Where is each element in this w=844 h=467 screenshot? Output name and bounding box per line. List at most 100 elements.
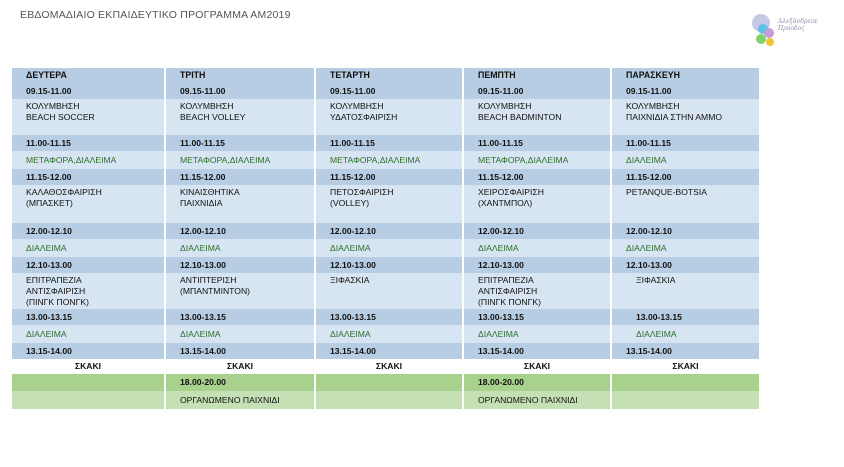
cell-line: ΚΟΛΥΜΒΗΣΗ (26, 101, 80, 111)
cell-line: ΧΕΙΡΟΣΦΑΙΡΙΣΗ (478, 187, 544, 197)
cell-t2-1: 11.00-11.15 (165, 135, 316, 151)
schedule-table: ΔΕΥΤΕΡΑ ΤΡΙΤΗ ΤΕΤΑΡΤΗ ΠΕΜΠΤΗ ΠΑΡΑΣΚΕΥΗ 09.15-… (12, 68, 759, 409)
cell-t3-4: 11.15-12.00 (611, 169, 759, 185)
cell-t4-1: 12.00-12.10 (165, 223, 316, 239)
cell-t6-1: 13.00-13.15 (165, 309, 316, 325)
cell-t4-0: 12.00-12.10 (12, 223, 166, 239)
cell-b4-0: ΔΙΑΛΕΙΜΑ (12, 239, 166, 257)
cell-t2-0: 11.00-11.15 (12, 135, 166, 151)
cell-days-3: ΠΕΜΠΤΗ (463, 68, 612, 83)
cell-line: (VOLLEY) (330, 198, 370, 208)
cell-t1-3: 09.15-11.00 (463, 83, 612, 99)
cell-t1-4: 09.15-11.00 (611, 83, 759, 99)
schedule-row-c7: ΣΚΑΚΙ ΣΚΑΚΙ ΣΚΑΚΙ ΣΚΑΚΙ ΣΚΑΚΙ (12, 359, 759, 374)
schedule-row-b4: ΔΙΑΛΕΙΜΑ ΔΙΑΛΕΙΜΑ ΔΙΑΛΕΙΜΑ ΔΙΑΛΕΙΜΑ ΔΙΑΛΕΙΜΑ (12, 239, 759, 257)
cell-t4-4: 12.00-12.10 (611, 223, 759, 239)
cell-t7-1: 13.15-14.00 (165, 343, 316, 359)
cell-line: BEACH SOCCER (26, 112, 95, 122)
cell-a5-1: ΑΝΤΙΠΤΕΡΙΣΗ (ΜΠΑΝΤΜΙΝΤΟΝ) (165, 273, 316, 309)
schedule-row-t7: 13.15-14.00 13.15-14.00 13.15-14.00 13.15-1… (12, 343, 759, 359)
cell-t3-0: 11.15-12.00 (12, 169, 166, 185)
cell-c7-0: ΣΚΑΚΙ (12, 359, 166, 374)
schedule-row-b2: ΜΕΤΑΦΟΡΑ,ΔΙΑΛΕΙΜΑ ΜΕΤΑΦΟΡΑ,ΔΙΑΛΕΙΜΑ ΜΕΤΑΦΟ… (12, 151, 759, 169)
cell-b4-4: ΔΙΑΛΕΙΜΑ (611, 239, 759, 257)
cell-t2-4: 11.00-11.15 (611, 135, 759, 151)
schedule-row-b6: ΔΙΑΛΕΙΜΑ ΔΙΑΛΕΙΜΑ ΔΙΑΛΕΙΜΑ ΔΙΑΛΕΙΜΑ ΔΙΑΛΕΙΜΑ (12, 325, 759, 343)
schedule-row-a3: ΚΑΛΑΘΟΣΦΑΙΡΙΣΗ (ΜΠΑΣΚΕΤ) ΚΙΝΑΙΣΘΗΤΙΚΑ ΠΑΙΧΝ… (12, 185, 759, 223)
cell-a1-0: ΚΟΛΥΜΒΗΣΗ BEACH SOCCER (12, 99, 166, 135)
cell-g1-4 (611, 374, 759, 391)
cell-t5-0: 12.10-13.00 (12, 257, 166, 273)
cell-line: (ΧΑΝΤΜΠΟΛ) (478, 198, 533, 208)
cell-g1-0 (12, 374, 166, 391)
cell-line: (ΜΠΑΣΚΕΤ) (26, 198, 73, 208)
cell-g1-2 (315, 374, 464, 391)
cell-c7-2: ΣΚΑΚΙ (315, 359, 464, 374)
cell-line: ΚΑΛΑΘΟΣΦΑΙΡΙΣΗ (26, 187, 102, 197)
cell-b4-3: ΔΙΑΛΕΙΜΑ (463, 239, 612, 257)
cell-t3-1: 11.15-12.00 (165, 169, 316, 185)
cell-line: ΑΝΤΙΣΦΑΙΡΙΣΗ (478, 286, 538, 296)
cell-c7-3: ΣΚΑΚΙ (463, 359, 612, 374)
cell-a3-2: ΠΕΤΟΣΦΑΙΡΙΣΗ (VOLLEY) (315, 185, 464, 223)
cell-a5-2: ΞΙΦΑΣΚΙΑ (315, 273, 464, 309)
cell-b2-1: ΜΕΤΑΦΟΡΑ,ΔΙΑΛΕΙΜΑ (165, 151, 316, 169)
cell-c7-4: ΣΚΑΚΙ (611, 359, 759, 374)
schedule-row-g1: 18.00-20.00 18.00-20.00 (12, 374, 759, 391)
logo: Αλεξάνδρεια Πρόοδος (748, 10, 838, 58)
cell-t4-2: 12.00-12.10 (315, 223, 464, 239)
cell-b6-2: ΔΙΑΛΕΙΜΑ (315, 325, 464, 343)
cell-g2-3: ΟΡΓΑΝΩΜΕΝΟ ΠΑΙΧΝΙΔΙ (463, 391, 612, 409)
schedule-row-t5: 12.10-13.00 12.10-13.00 12.10-13.00 12.10-1… (12, 257, 759, 273)
schedule-row-t2: 11.00-11.15 11.00-11.15 11.00-11.15 11.00-1… (12, 135, 759, 151)
cell-b2-3: ΜΕΤΑΦΟΡΑ,ΔΙΑΛΕΙΜΑ (463, 151, 612, 169)
cell-line: ΚΟΛΥΜΒΗΣΗ (180, 101, 234, 111)
cell-line: (ΠΙΝΓΚ ΠΟΝΓΚ) (26, 297, 89, 307)
cell-t7-2: 13.15-14.00 (315, 343, 464, 359)
cell-t2-3: 11.00-11.15 (463, 135, 612, 151)
cell-a1-2: ΚΟΛΥΜΒΗΣΗ ΥΔΑΤΟΣΦΑΙΡΙΣΗ (315, 99, 464, 135)
cell-b2-4: ΔΙΑΛΕΙΜΑ (611, 151, 759, 169)
cell-t5-2: 12.10-13.00 (315, 257, 464, 273)
schedule-row-a1: ΚΟΛΥΜΒΗΣΗ BEACH SOCCER ΚΟΛΥΜΒΗΣΗ BEACH VOLL… (12, 99, 759, 135)
cell-a1-3: ΚΟΛΥΜΒΗΣΗ BEACH BADMINTON (463, 99, 612, 135)
cell-t2-2: 11.00-11.15 (315, 135, 464, 151)
cell-days-1: ΤΡΙΤΗ (165, 68, 316, 83)
cell-g2-1: ΟΡΓΑΝΩΜΕΝΟ ΠΑΙΧΝΙΔΙ (165, 391, 316, 409)
cell-line: BEACH BADMINTON (478, 112, 562, 122)
logo-line1: Αλεξάνδρεια (778, 18, 818, 25)
cell-a3-1: ΚΙΝΑΙΣΘΗΤΙΚΑ ΠΑΙΧΝΙΔΙΑ (165, 185, 316, 223)
cell-b6-4: ΔΙΑΛΕΙΜΑ (611, 325, 759, 343)
cell-line: ΠΑΙΧΝΙΔΙΑ ΣΤΗΝ ΑΜΜΟ (626, 112, 723, 122)
schedule-row-t3: 11.15-12.00 11.15-12.00 11.15-12.00 11.15-1… (12, 169, 759, 185)
cell-line: ΠΑΙΧΝΙΔΙΑ (180, 198, 223, 208)
schedule-row-days: ΔΕΥΤΕΡΑ ΤΡΙΤΗ ΤΕΤΑΡΤΗ ΠΕΜΠΤΗ ΠΑΡΑΣΚΕΥΗ (12, 68, 759, 83)
cell-t3-2: 11.15-12.00 (315, 169, 464, 185)
cell-c7-1: ΣΚΑΚΙ (165, 359, 316, 374)
cell-line: ΕΠΙΤΡΑΠΕΖΙΑ (26, 275, 82, 285)
cell-days-0: ΔΕΥΤΕΡΑ (12, 68, 166, 83)
cell-a5-0: ΕΠΙΤΡΑΠΕΖΙΑ ΑΝΤΙΣΦΑΙΡΙΣΗ (ΠΙΝΓΚ ΠΟΝΓΚ) (12, 273, 166, 309)
cell-a3-4: PETANQUE-BOTSIA (611, 185, 759, 223)
cell-line: (ΠΙΝΓΚ ΠΟΝΓΚ) (478, 297, 541, 307)
cell-b4-1: ΔΙΑΛΕΙΜΑ (165, 239, 316, 257)
cell-g2-0 (12, 391, 166, 409)
page-title: ΕΒΔΟΜΑΔΙΑΙΟ ΕΚΠΑΙΔΕΥΤΙΚΟ ΠΡΟΓΡΑΜΜΑ ΑΜ201… (20, 9, 291, 21)
cell-a1-1: ΚΟΛΥΜΒΗΣΗ BEACH VOLLEY (165, 99, 316, 135)
cell-b6-1: ΔΙΑΛΕΙΜΑ (165, 325, 316, 343)
cell-g1-3: 18.00-20.00 (463, 374, 612, 391)
cell-g2-4 (611, 391, 759, 409)
cell-t6-4: 13.00-13.15 (611, 309, 759, 325)
cell-t7-4: 13.15-14.00 (611, 343, 759, 359)
cell-t5-4: 12.10-13.00 (611, 257, 759, 273)
cell-t6-0: 13.00-13.15 (12, 309, 166, 325)
cell-t7-0: 13.15-14.00 (12, 343, 166, 359)
schedule-row-g2: ΟΡΓΑΝΩΜΕΝΟ ΠΑΙΧΝΙΔΙ ΟΡΓΑΝΩΜΕΝΟ ΠΑΙΧΝΙΔΙ (12, 391, 759, 409)
cell-a3-3: ΧΕΙΡΟΣΦΑΙΡΙΣΗ (ΧΑΝΤΜΠΟΛ) (463, 185, 612, 223)
cell-line: ΚΙΝΑΙΣΘΗΤΙΚΑ (180, 187, 240, 197)
schedule-row-t6: 13.00-13.15 13.00-13.15 13.00-13.15 13.00-1… (12, 309, 759, 325)
cell-t6-2: 13.00-13.15 (315, 309, 464, 325)
schedule-row-a5: ΕΠΙΤΡΑΠΕΖΙΑ ΑΝΤΙΣΦΑΙΡΙΣΗ (ΠΙΝΓΚ ΠΟΝΓΚ) ΑΝΤΙ… (12, 273, 759, 309)
cell-a3-0: ΚΑΛΑΘΟΣΦΑΙΡΙΣΗ (ΜΠΑΣΚΕΤ) (12, 185, 166, 223)
cell-line: ΕΠΙΤΡΑΠΕΖΙΑ (478, 275, 534, 285)
